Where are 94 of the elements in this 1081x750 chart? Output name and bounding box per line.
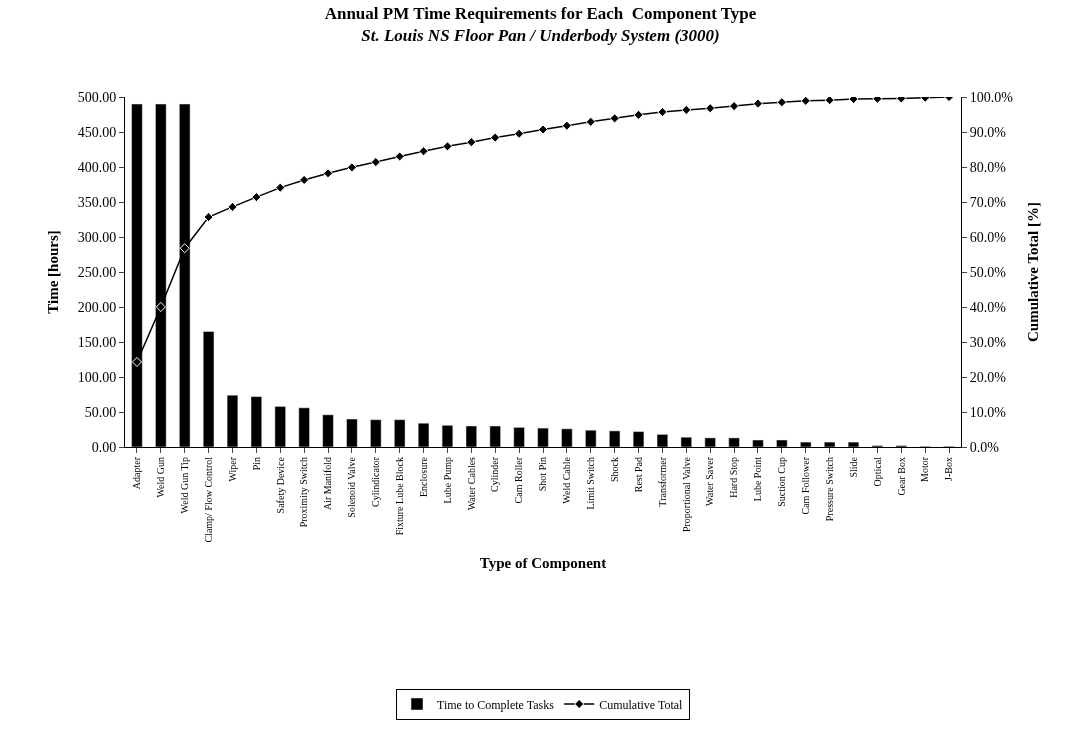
point — [633, 109, 644, 120]
y2-tick-label: 40.0% — [969, 299, 1007, 315]
y-axis-title: Time [hours] — [44, 230, 61, 314]
y2-tick-label: 90.0% — [969, 124, 1007, 140]
x-axis-title: Type of Component — [479, 554, 607, 571]
point — [514, 128, 525, 139]
x-tick-label: Gear Box — [895, 457, 907, 496]
point — [561, 120, 572, 131]
x-tick-label: Optical — [871, 456, 883, 487]
x-tick-label: Rest Pad — [632, 457, 644, 493]
point — [705, 103, 716, 114]
legend-label: Cumulative Total — [599, 697, 684, 712]
x-tick-label: Air Manifold — [322, 457, 334, 511]
y-tick-label: 350.00 — [77, 194, 117, 210]
point — [729, 101, 740, 112]
point — [370, 157, 381, 168]
x-tick-label: Suction Cup — [776, 457, 788, 507]
x-tick-label: Water Saver — [704, 456, 716, 506]
x-tick-label: Limit Switch — [585, 457, 597, 510]
x-tick-label: Shot Pin — [537, 457, 549, 492]
x-tick-label: Water Cables — [465, 456, 477, 511]
x-tick-label: Hard Stop — [728, 457, 740, 498]
y2-axis-title: Cumulative Total [%] — [1025, 201, 1042, 343]
y2-tick-label: 20.0% — [969, 369, 1007, 385]
y2-tick-label: 60.0% — [969, 229, 1007, 245]
x-tick-label: Transformer — [656, 456, 668, 507]
y2-tick-label: 10.0% — [969, 404, 1007, 420]
x-tick-label: Proximity Switch — [298, 457, 310, 528]
point — [275, 182, 286, 193]
y-tick-label: 250.00 — [77, 264, 117, 280]
point — [346, 162, 357, 173]
x-tick-label: Weld Cable — [561, 456, 573, 504]
x-tick-label: Safety Device — [274, 456, 286, 514]
legend-label: Time to Complete Tasks — [437, 697, 555, 712]
point — [776, 97, 787, 108]
y2-tick-label: 100.0% — [969, 89, 1014, 105]
x-tick-label: Lube Point — [752, 456, 764, 502]
x-tick-label: Solenoid Valve — [346, 456, 358, 518]
point — [131, 356, 142, 367]
y-tick-label: 50.00 — [84, 404, 117, 420]
y-tick-label: 300.00 — [77, 229, 117, 245]
x-tick-label: Proportional Valve — [680, 456, 692, 533]
point — [227, 201, 238, 212]
y-tick-label: 400.00 — [77, 159, 117, 175]
x-tick-label: Cylindicator — [370, 456, 382, 507]
x-tick-label: Cam Roller — [513, 456, 525, 504]
point — [752, 98, 764, 109]
x-tick-label: Fixture Lube Block — [393, 457, 405, 536]
point — [179, 243, 190, 254]
x-tick-label: Cylinder — [489, 456, 501, 492]
x-tick-label: Pressure Switch — [823, 457, 835, 522]
point — [203, 212, 214, 223]
x-tick-label: J-Box — [943, 457, 955, 481]
y-tick-label: 150.00 — [77, 334, 117, 350]
x-tick-label: Shock — [608, 457, 620, 482]
chart-title: Annual PM Time Requirements for Each Component Type — [324, 3, 757, 23]
point — [848, 97, 859, 105]
point — [585, 116, 596, 127]
x-tick-label: Weld Gun — [155, 457, 167, 498]
point — [418, 146, 429, 157]
point — [466, 137, 477, 148]
point — [322, 168, 334, 179]
y2-tick-label: 80.0% — [969, 159, 1007, 175]
y2-tick-label: 50.0% — [969, 264, 1007, 280]
point — [824, 97, 835, 106]
point — [394, 151, 405, 162]
x-tick-label: Motor — [919, 456, 931, 482]
x-tick-label: Adapter — [131, 456, 143, 490]
x-tick-label: Wiper — [226, 456, 238, 482]
y-tick-label: 450.00 — [77, 124, 117, 140]
x-tick-label: Lube Pump — [441, 457, 453, 504]
point — [155, 301, 166, 313]
x-tick-label: Slide — [847, 456, 859, 478]
y2-tick-label: 70.0% — [969, 194, 1007, 210]
x-tick-label: Cam Follower — [799, 456, 811, 515]
y-tick-label: 100.00 — [77, 369, 117, 385]
x-tick-label: Clamp/ Flow Control — [202, 456, 214, 543]
point — [609, 113, 620, 124]
point — [442, 141, 453, 152]
x-tick-label: Enclosure — [417, 456, 429, 497]
point — [657, 107, 668, 118]
y-tick-label: 500.00 — [77, 89, 117, 105]
x-tick-label: Weld Gun Tip — [178, 457, 190, 514]
y2-tick-label: 30.0% — [969, 334, 1007, 350]
point — [800, 97, 811, 106]
point — [299, 174, 310, 185]
point — [251, 192, 262, 203]
chart-subtitle: St. Louis NS Floor Pan / Underbody System (3000) — [361, 25, 720, 45]
point — [681, 104, 692, 115]
point — [490, 132, 501, 143]
y2-tick-label: 0.0% — [969, 439, 1000, 455]
x-tick-label: Pin — [250, 457, 262, 471]
y-tick-label: 200.00 — [77, 299, 117, 315]
y-tick-label: 0.00 — [91, 439, 117, 455]
